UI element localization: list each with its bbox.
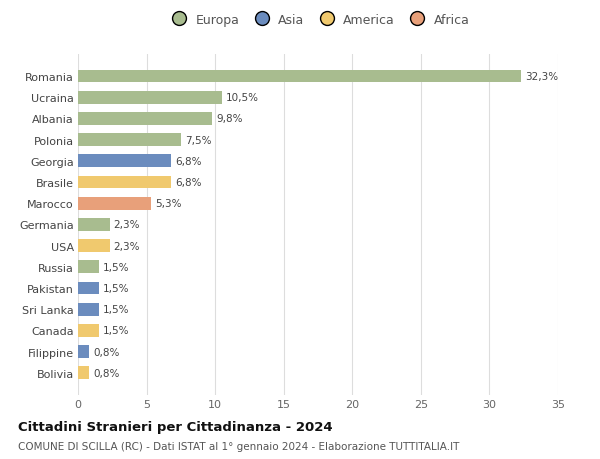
Bar [78, 303, 98, 316]
Text: 1,5%: 1,5% [103, 283, 129, 293]
Bar [78, 282, 98, 295]
Text: 0,8%: 0,8% [93, 347, 119, 357]
Bar [78, 134, 181, 147]
Bar [78, 240, 110, 252]
Text: 10,5%: 10,5% [226, 93, 259, 103]
Bar [78, 346, 89, 358]
Text: Cittadini Stranieri per Cittadinanza - 2024: Cittadini Stranieri per Cittadinanza - 2… [18, 420, 332, 433]
Text: 6,8%: 6,8% [175, 178, 202, 188]
Text: 5,3%: 5,3% [155, 199, 181, 209]
Bar [78, 92, 222, 104]
Text: 7,5%: 7,5% [185, 135, 211, 146]
Bar [78, 71, 521, 83]
Text: 2,3%: 2,3% [113, 241, 140, 251]
Bar [78, 367, 89, 379]
Text: 1,5%: 1,5% [103, 326, 129, 336]
Bar [78, 261, 98, 274]
Bar [78, 325, 98, 337]
Bar [78, 218, 110, 231]
Text: 1,5%: 1,5% [103, 304, 129, 314]
Bar [78, 155, 171, 168]
Text: 32,3%: 32,3% [525, 72, 558, 82]
Text: 6,8%: 6,8% [175, 157, 202, 167]
Legend: Europa, Asia, America, Africa: Europa, Asia, America, Africa [161, 9, 475, 32]
Text: 2,3%: 2,3% [113, 220, 140, 230]
Text: 0,8%: 0,8% [93, 368, 119, 378]
Text: 1,5%: 1,5% [103, 262, 129, 272]
Bar [78, 197, 151, 210]
Text: COMUNE DI SCILLA (RC) - Dati ISTAT al 1° gennaio 2024 - Elaborazione TUTTITALIA.: COMUNE DI SCILLA (RC) - Dati ISTAT al 1°… [18, 441, 460, 451]
Bar [78, 113, 212, 125]
Text: 9,8%: 9,8% [217, 114, 243, 124]
Bar [78, 176, 171, 189]
